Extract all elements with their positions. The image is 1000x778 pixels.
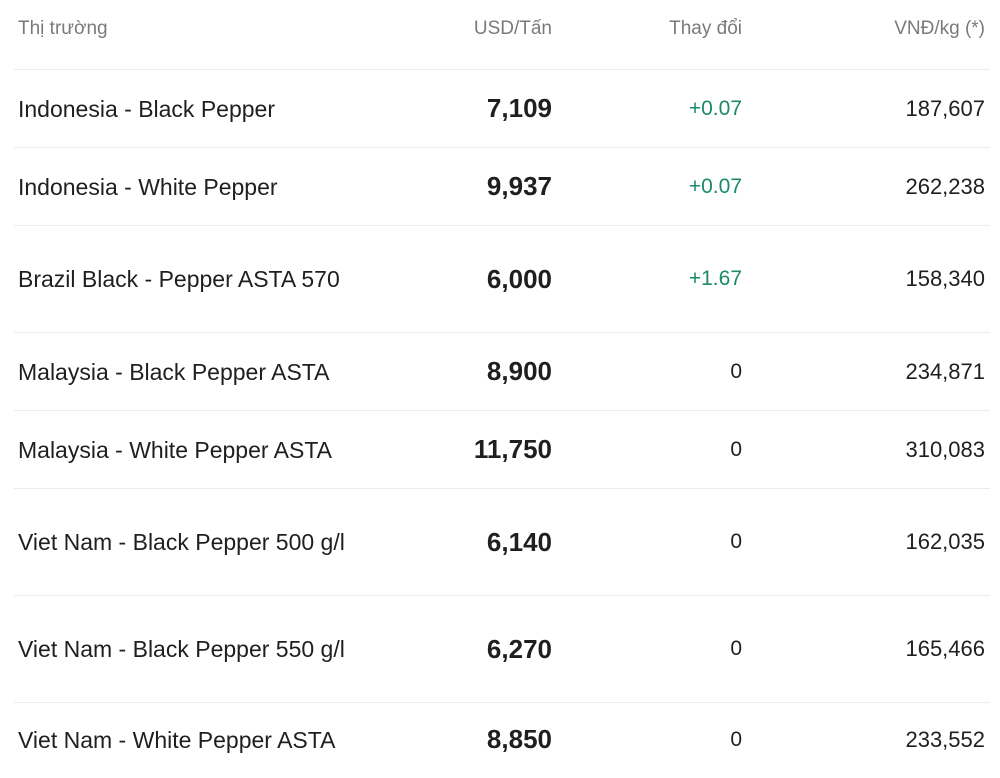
market-name: Viet Nam - Black Pepper 550 g/l	[18, 636, 345, 662]
vnd-price: 310,083	[905, 436, 985, 462]
market-name: Malaysia - White Pepper ASTA	[18, 436, 333, 463]
table-row: Malaysia - White Pepper ASTA 11,750 0 31…	[14, 411, 990, 489]
table-row: Viet Nam - White Pepper ASTA 8,850 0 233…	[14, 703, 990, 776]
header-market: Thị trường	[18, 17, 108, 39]
price-change: +0.07	[688, 174, 742, 198]
vnd-price: 165,466	[905, 636, 985, 661]
price-change: 0	[730, 637, 742, 660]
vnd-price: 233,552	[905, 726, 985, 752]
price-change: +0.07	[688, 96, 742, 120]
table-row: Brazil Black - Pepper ASTA 570 6,000 +1.…	[14, 226, 990, 333]
price-change: 0	[730, 437, 742, 461]
usd-price: 6,000	[486, 263, 552, 294]
usd-price: 11,750	[473, 434, 552, 464]
market-name: Indonesia - White Pepper	[18, 173, 278, 200]
market-name: Indonesia - Black Pepper	[18, 95, 275, 122]
header-change: Thay đổi	[669, 17, 742, 39]
usd-price: 8,900	[486, 356, 552, 386]
usd-price: 8,850	[486, 724, 552, 754]
price-change: 0	[730, 727, 742, 751]
table-row: Indonesia - White Pepper 9,937 +0.07 262…	[14, 148, 990, 226]
header-usd-per-ton: USD/Tấn	[473, 17, 552, 39]
table-row: Malaysia - Black Pepper ASTA 8,900 0 234…	[14, 333, 990, 411]
market-name: Malaysia - Black Pepper ASTA	[18, 358, 330, 385]
table-row: Viet Nam - Black Pepper 550 g/l 6,270 0 …	[14, 596, 990, 703]
pepper-price-table: Thị trường USD/Tấn Thay đổi VNĐ/kg (*) I…	[14, 0, 990, 776]
price-change: 0	[730, 530, 742, 553]
price-change: 0	[730, 359, 742, 383]
table-row: Indonesia - Black Pepper 7,109 +0.07 187…	[14, 70, 990, 148]
vnd-price: 262,238	[905, 173, 985, 199]
vnd-price: 162,035	[905, 529, 985, 554]
table-header: Thị trường USD/Tấn Thay đổi VNĐ/kg (*)	[14, 0, 990, 70]
market-name: Brazil Black - Pepper ASTA 570	[18, 266, 340, 292]
market-name: Viet Nam - Black Pepper 500 g/l	[18, 529, 345, 555]
price-change: +1.67	[688, 267, 742, 290]
vnd-price: 187,607	[905, 95, 985, 121]
usd-price: 7,109	[486, 93, 552, 123]
usd-price: 9,937	[486, 171, 552, 201]
header-vnd-per-kg: VNĐ/kg (*)	[894, 17, 985, 39]
market-name: Viet Nam - White Pepper ASTA	[18, 726, 336, 753]
table-row: Viet Nam - Black Pepper 500 g/l 6,140 0 …	[14, 489, 990, 596]
usd-price: 6,270	[486, 633, 552, 664]
vnd-price: 158,340	[905, 266, 985, 291]
vnd-price: 234,871	[905, 358, 985, 384]
usd-price: 6,140	[486, 526, 552, 557]
